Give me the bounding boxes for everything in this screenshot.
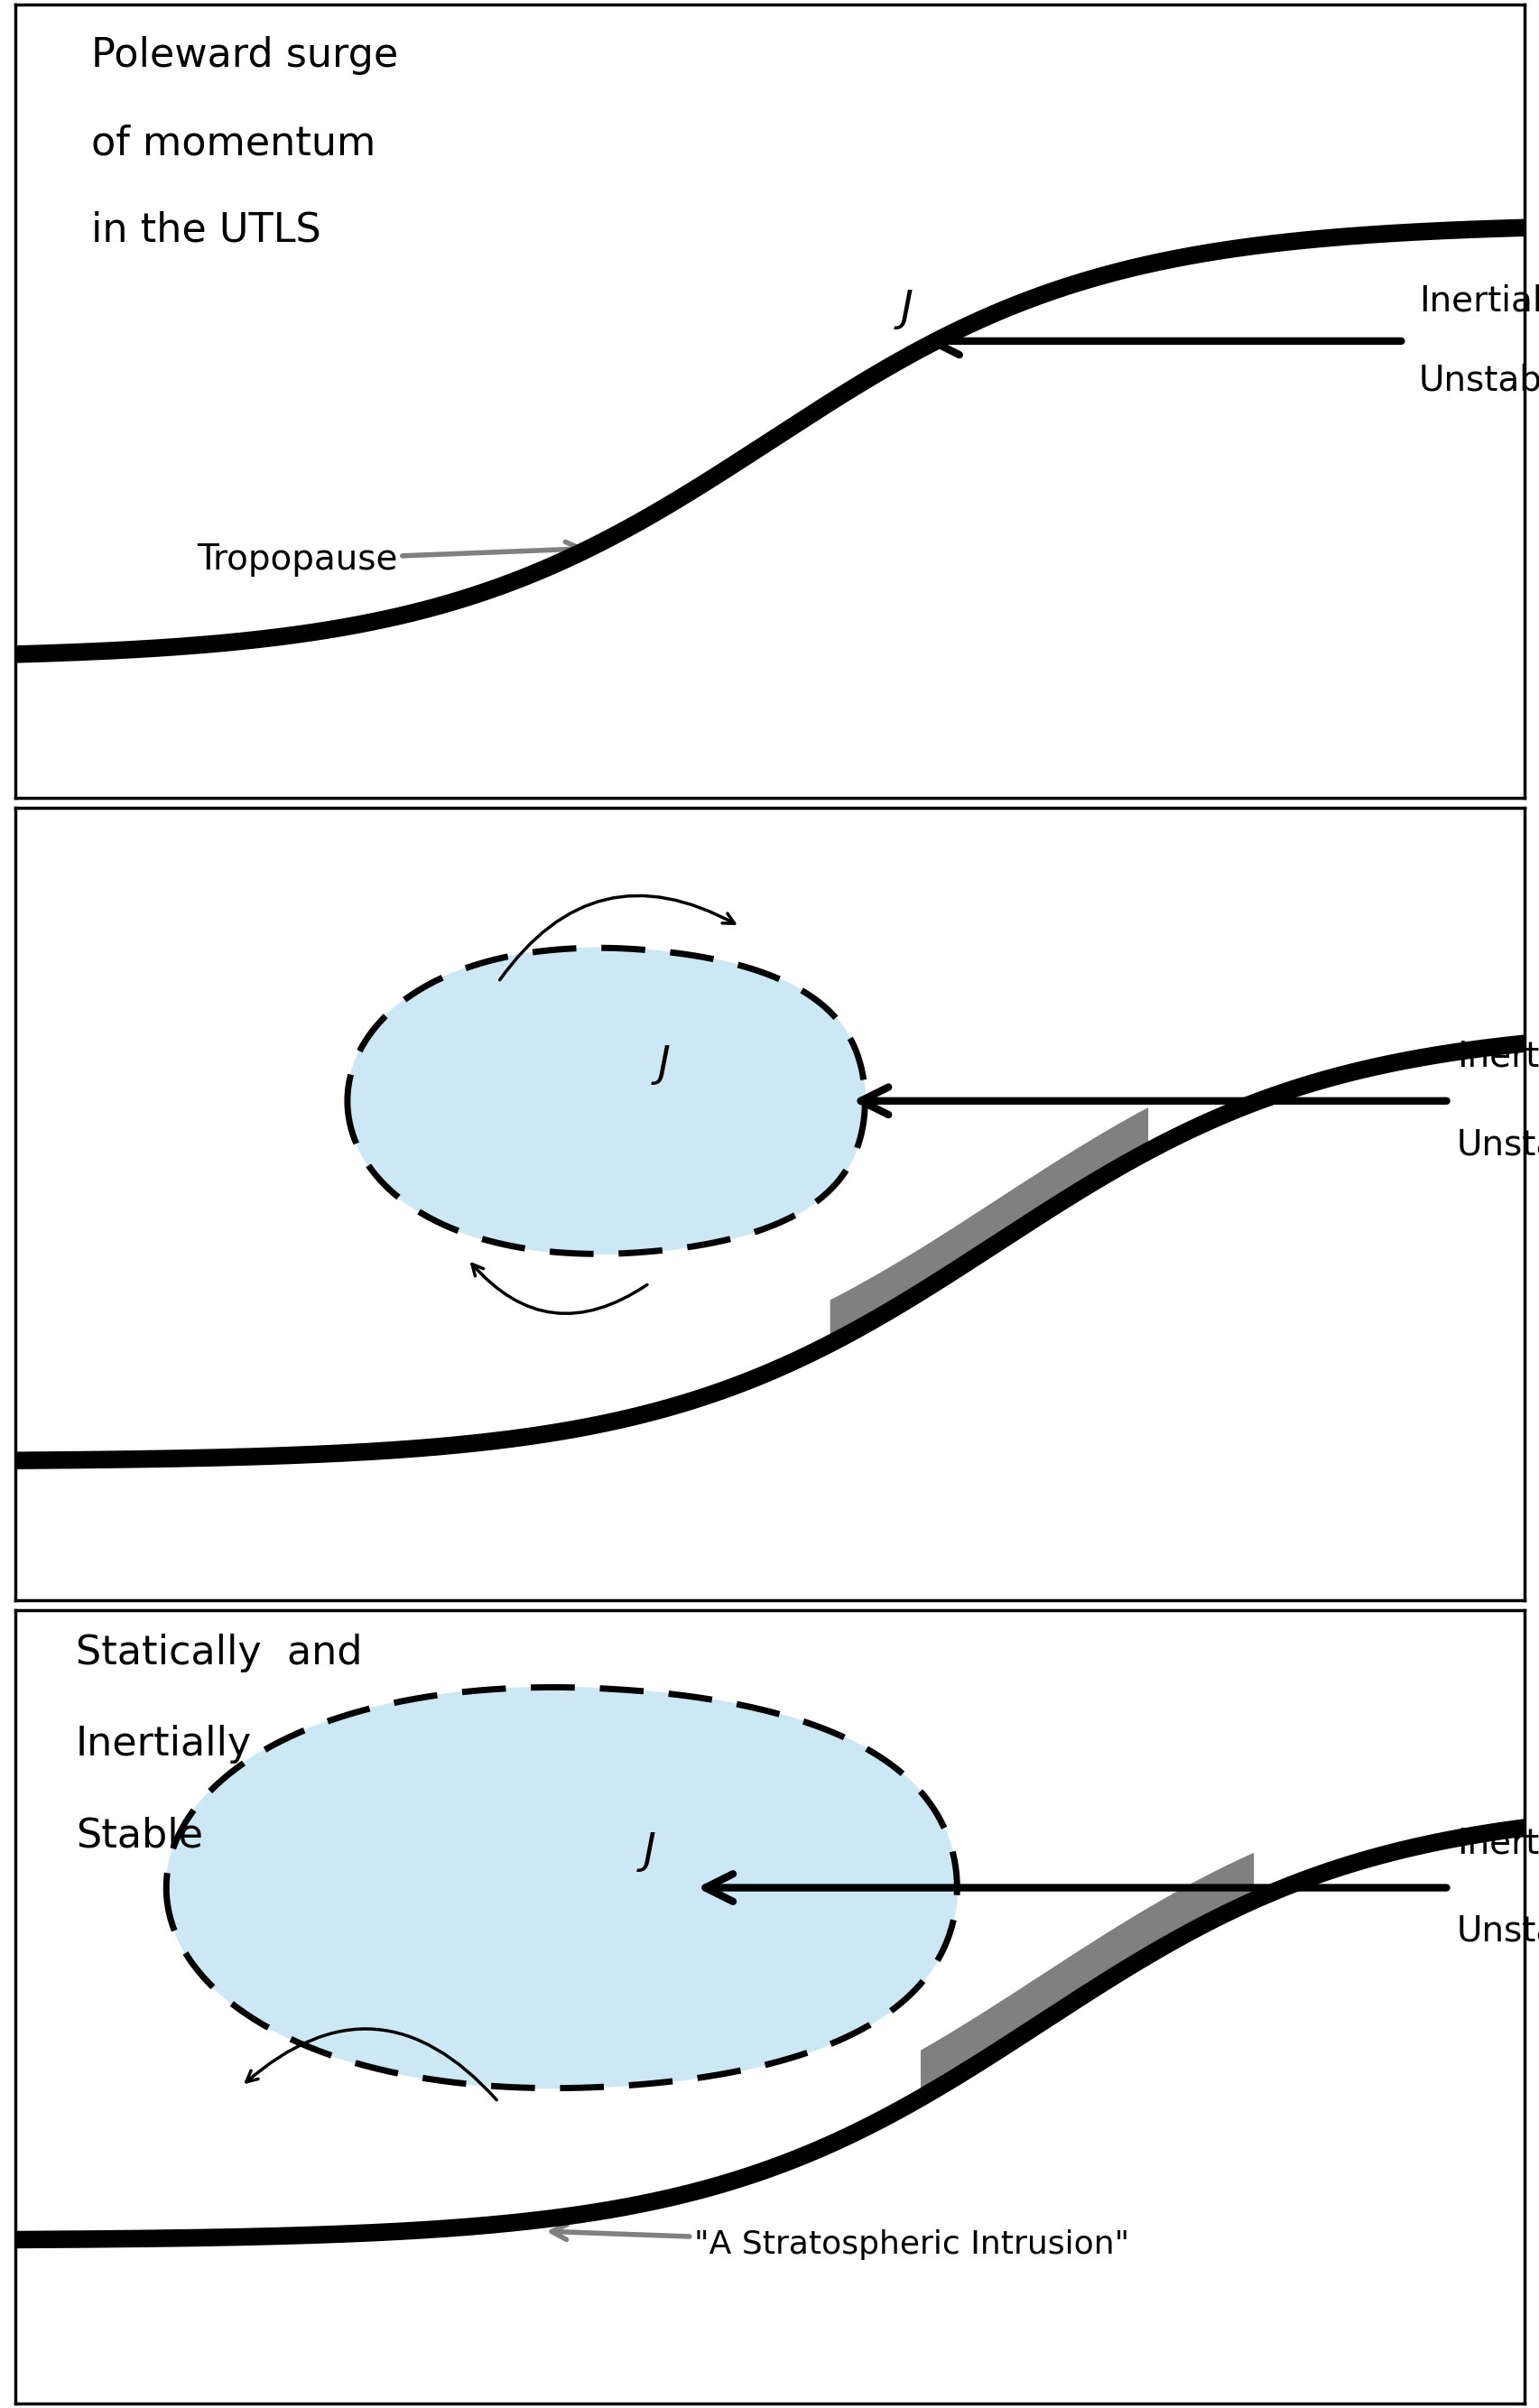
Text: of momentum: of momentum xyxy=(91,123,376,164)
Text: "A Stratospheric Intrusion": "A Stratospheric Intrusion" xyxy=(551,2225,1130,2261)
Text: in the UTLS: in the UTLS xyxy=(91,212,320,250)
Text: Inertially: Inertially xyxy=(1456,1040,1539,1074)
Text: Inertially: Inertially xyxy=(1417,284,1539,318)
Text: Poleward surge: Poleward surge xyxy=(91,36,397,75)
Text: Stable: Stable xyxy=(75,1816,203,1854)
Text: J: J xyxy=(643,1830,656,1871)
Text: Unstable: Unstable xyxy=(1417,364,1539,397)
Text: J: J xyxy=(657,1045,669,1086)
Polygon shape xyxy=(166,1688,957,2088)
Text: J: J xyxy=(900,289,913,330)
Text: Inertially: Inertially xyxy=(75,1724,252,1765)
Text: Statically  and: Statically and xyxy=(75,1635,362,1674)
Polygon shape xyxy=(348,949,865,1255)
Text: Tropopause: Tropopause xyxy=(197,542,580,578)
Text: Unstable: Unstable xyxy=(1456,1127,1539,1161)
Text: Unstable: Unstable xyxy=(1456,1914,1539,1948)
Text: Inertially: Inertially xyxy=(1456,1828,1539,1861)
